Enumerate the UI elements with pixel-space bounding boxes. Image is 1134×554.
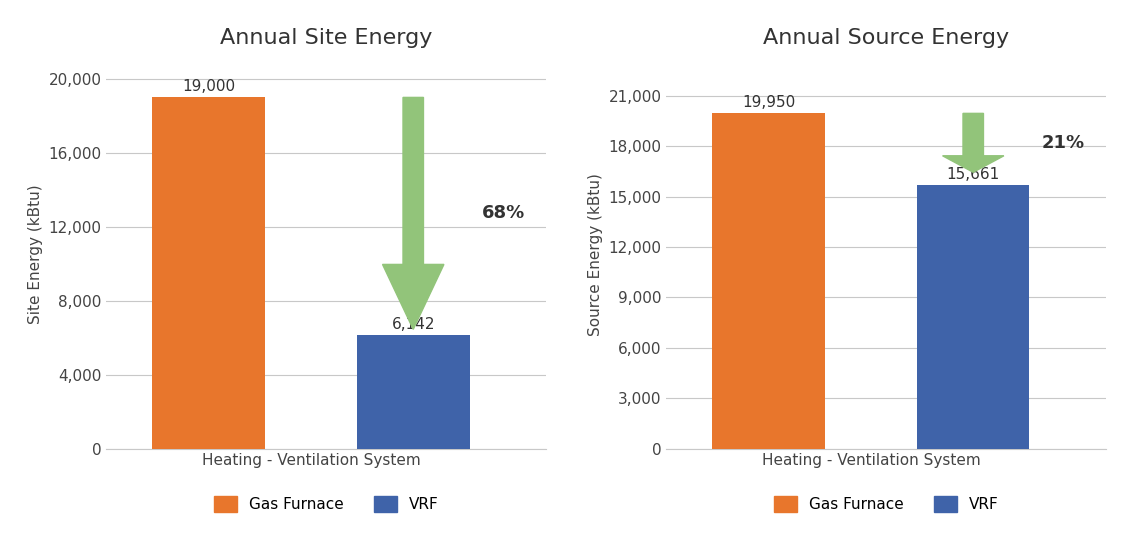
Text: 19,000: 19,000 <box>183 79 235 94</box>
Y-axis label: Source Energy (kBtu): Source Energy (kBtu) <box>587 173 603 336</box>
Text: 19,950: 19,950 <box>742 95 795 110</box>
Title: Annual Source Energy: Annual Source Energy <box>763 28 1009 48</box>
Text: 15,661: 15,661 <box>947 167 1000 182</box>
Text: 6,142: 6,142 <box>391 317 435 332</box>
Bar <box>357 335 469 449</box>
Bar <box>152 98 265 449</box>
Bar <box>917 186 1030 449</box>
Legend: Gas Furnace, VRF: Gas Furnace, VRF <box>208 490 445 519</box>
Bar <box>712 114 824 449</box>
Legend: Gas Furnace, VRF: Gas Furnace, VRF <box>768 490 1005 519</box>
Text: 68%: 68% <box>482 204 525 222</box>
FancyArrow shape <box>382 98 443 330</box>
Y-axis label: Site Energy (kBtu): Site Energy (kBtu) <box>27 184 43 324</box>
FancyArrow shape <box>942 114 1004 172</box>
Title: Annual Site Energy: Annual Site Energy <box>220 28 432 48</box>
Text: 21%: 21% <box>1042 134 1085 152</box>
